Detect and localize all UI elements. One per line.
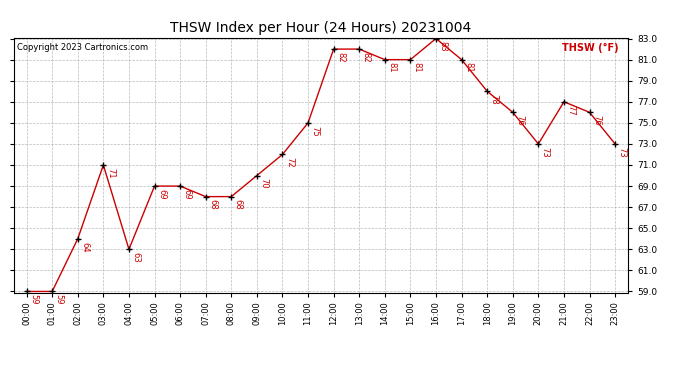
Text: Copyright 2023 Cartronics.com: Copyright 2023 Cartronics.com bbox=[17, 43, 148, 52]
Text: 69: 69 bbox=[183, 189, 192, 200]
Text: 59: 59 bbox=[55, 294, 63, 305]
Text: 73: 73 bbox=[618, 147, 627, 158]
Text: 69: 69 bbox=[157, 189, 166, 200]
Text: 78: 78 bbox=[490, 94, 499, 105]
Text: 73: 73 bbox=[541, 147, 550, 158]
Text: 76: 76 bbox=[515, 115, 524, 126]
Title: THSW Index per Hour (24 Hours) 20231004: THSW Index per Hour (24 Hours) 20231004 bbox=[170, 21, 471, 35]
Text: 59: 59 bbox=[29, 294, 38, 305]
Text: 81: 81 bbox=[464, 62, 473, 73]
Text: 71: 71 bbox=[106, 168, 115, 178]
Text: 83: 83 bbox=[438, 41, 447, 52]
Text: 77: 77 bbox=[566, 105, 575, 115]
Text: 68: 68 bbox=[234, 200, 243, 210]
Text: 82: 82 bbox=[362, 52, 371, 63]
Text: 81: 81 bbox=[387, 62, 396, 73]
Text: 64: 64 bbox=[80, 242, 89, 252]
Text: 63: 63 bbox=[131, 252, 140, 263]
Text: 76: 76 bbox=[592, 115, 601, 126]
Text: THSW (°F): THSW (°F) bbox=[562, 43, 619, 52]
Text: 75: 75 bbox=[310, 126, 319, 136]
Text: 82: 82 bbox=[336, 52, 345, 63]
Text: 81: 81 bbox=[413, 62, 422, 73]
Text: 70: 70 bbox=[259, 178, 268, 189]
Text: 68: 68 bbox=[208, 200, 217, 210]
Text: 72: 72 bbox=[285, 157, 294, 168]
